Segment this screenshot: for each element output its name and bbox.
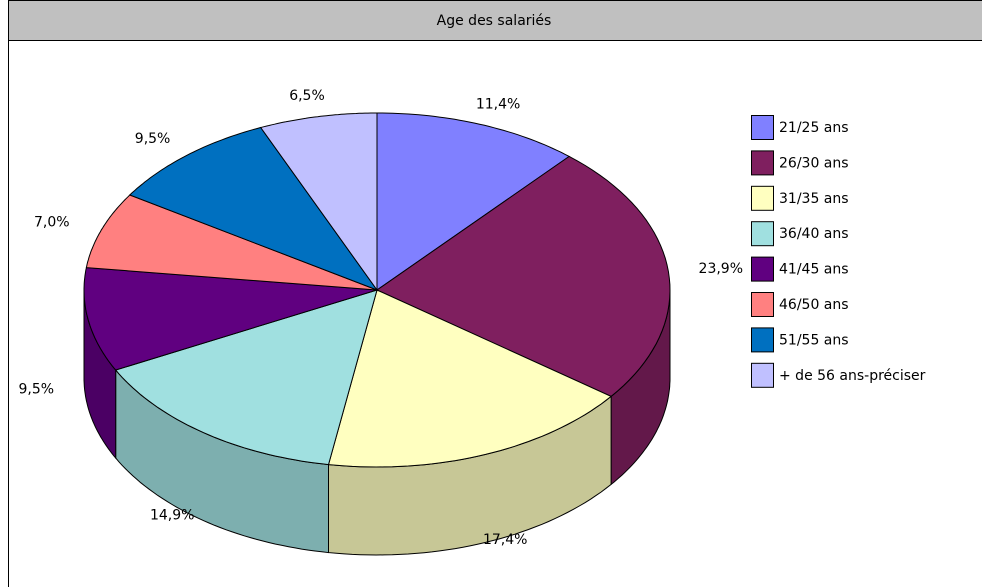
pie-slice (376, 112, 571, 291)
data-label: 9,5% (135, 131, 171, 147)
legend-swatch (751, 185, 774, 211)
data-label: 17,4% (483, 532, 527, 548)
data-label: 6,5% (289, 88, 325, 104)
pie-slice (327, 289, 613, 468)
data-label: 14,9% (150, 508, 194, 524)
pie-slice (375, 155, 671, 397)
legend-swatch (751, 327, 774, 353)
data-label: 7,0% (34, 215, 70, 231)
legend-label: 26/30 ans (779, 155, 849, 171)
legend-label: 46/50 ans (779, 297, 849, 313)
pie-slice (85, 194, 378, 291)
chart-title: Age des salariés (437, 13, 552, 29)
title-bar (8, 0, 982, 41)
data-label: 23,9% (699, 261, 743, 277)
legend-label: 41/45 ans (779, 262, 849, 278)
legend-label: 36/40 ans (779, 226, 849, 242)
legend-swatch (751, 362, 774, 388)
pie-slice (114, 289, 378, 466)
legend-label: 31/35 ans (779, 191, 849, 207)
legend-swatch (751, 221, 774, 247)
legend-swatch (751, 292, 774, 317)
legend-label: 21/25 ans (779, 120, 849, 136)
data-label: 9,5% (19, 382, 55, 398)
pie-slice (128, 126, 379, 292)
pie-slice (259, 112, 378, 292)
legend-swatch (751, 256, 774, 282)
legend-swatch (751, 150, 774, 176)
pie-slice (83, 267, 378, 371)
data-label: 11,4% (476, 96, 520, 112)
legend-label: + de 56 ans-préciser (779, 368, 926, 384)
legend-label: 51/55 ans (779, 332, 849, 348)
legend-swatch (751, 115, 774, 140)
